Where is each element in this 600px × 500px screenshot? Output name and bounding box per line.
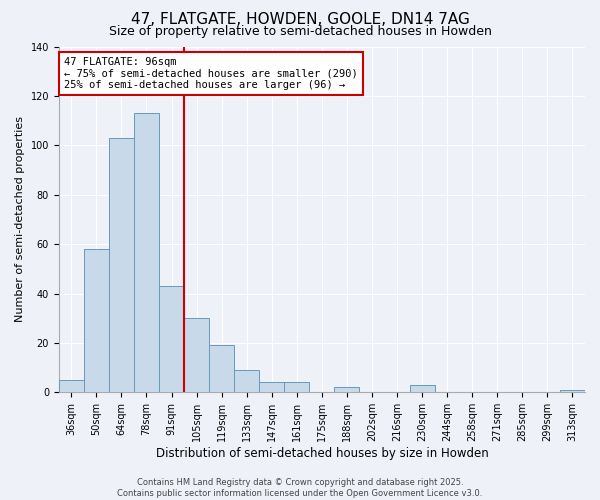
Bar [84,249,109,392]
Bar [560,390,585,392]
Text: 47, FLATGATE, HOWDEN, GOOLE, DN14 7AG: 47, FLATGATE, HOWDEN, GOOLE, DN14 7AG [131,12,469,28]
Bar [284,382,310,392]
Bar [159,286,184,393]
Bar [334,388,359,392]
Bar [209,346,234,393]
X-axis label: Distribution of semi-detached houses by size in Howden: Distribution of semi-detached houses by … [155,447,488,460]
Bar [410,385,434,392]
Text: Contains HM Land Registry data © Crown copyright and database right 2025.
Contai: Contains HM Land Registry data © Crown c… [118,478,482,498]
Bar [234,370,259,392]
Bar [184,318,209,392]
Bar [134,113,159,392]
Text: 47 FLATGATE: 96sqm
← 75% of semi-detached houses are smaller (290)
25% of semi-d: 47 FLATGATE: 96sqm ← 75% of semi-detache… [64,57,358,90]
Bar [109,138,134,392]
Bar [259,382,284,392]
Text: Size of property relative to semi-detached houses in Howden: Size of property relative to semi-detach… [109,25,491,38]
Y-axis label: Number of semi-detached properties: Number of semi-detached properties [15,116,25,322]
Bar [59,380,84,392]
